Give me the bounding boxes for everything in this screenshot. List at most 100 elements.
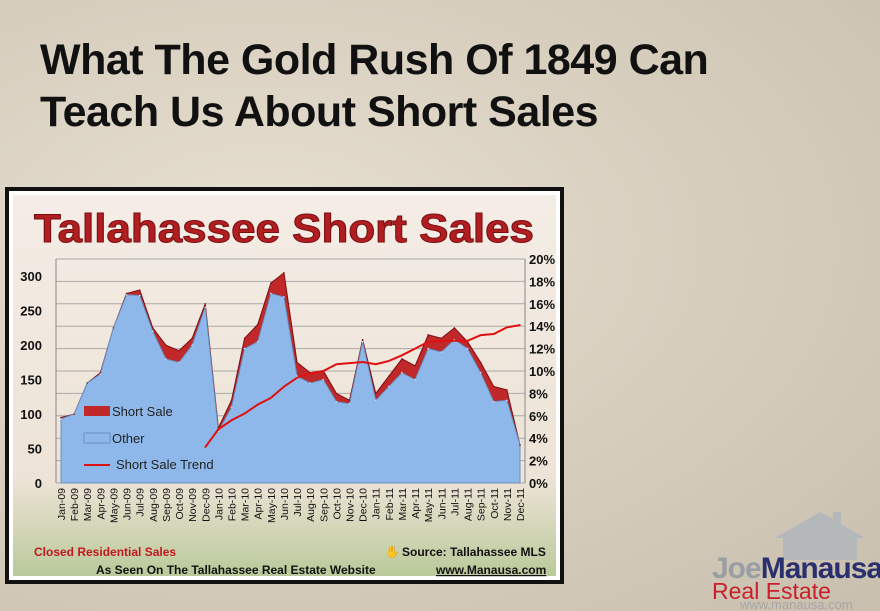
point-other (388, 385, 390, 388)
point-short-sale (335, 392, 338, 395)
x-tick-label: Jul-10 (292, 488, 304, 517)
point-short-sale (112, 327, 115, 329)
point-other (440, 351, 443, 353)
footer-closed-sales: Closed Residential Sales (34, 545, 176, 559)
trend-point (270, 397, 272, 399)
footer-source: Source: Tallahassee MLS (402, 545, 546, 559)
point-short-sale (243, 337, 246, 340)
right-tick-label: 0% (529, 476, 548, 491)
legend-label-short-sale: Short Sale (112, 404, 173, 419)
trend-point (506, 326, 508, 329)
right-tick-label: 20% (529, 252, 555, 267)
trend-point (296, 376, 298, 379)
point-other (283, 296, 285, 298)
point-other (348, 402, 351, 405)
left-tick-label: 150 (20, 373, 42, 388)
footer-as-seen: As Seen On The Tallahassee Real Estate W… (96, 563, 376, 577)
x-tick-label: May-11 (423, 488, 435, 522)
point-other (401, 371, 403, 374)
trend-point (453, 339, 456, 342)
footer-link[interactable]: www.Manausa.com (435, 563, 546, 577)
trend-point (348, 362, 351, 364)
trend-point (479, 334, 482, 336)
point-short-sale (73, 413, 75, 415)
x-tick-label: Apr-10 (253, 488, 265, 520)
x-tick-label: Nov-11 (502, 488, 514, 521)
x-tick-label: Apr-11 (410, 488, 422, 519)
point-short-sale (479, 361, 482, 364)
point-other (165, 358, 167, 360)
point-short-sale (138, 289, 141, 291)
point-short-sale (152, 327, 154, 329)
point-other (506, 399, 508, 402)
x-tick-label: Mar-11 (397, 488, 409, 521)
point-short-sale (256, 323, 259, 326)
point-other (178, 361, 180, 364)
point-short-sale (191, 337, 193, 340)
point-other (152, 330, 154, 333)
point-short-sale (204, 303, 207, 305)
point-short-sale (99, 371, 102, 374)
right-tick-label: 12% (529, 342, 555, 357)
point-other (492, 400, 495, 403)
x-tick-label: Aug-09 (148, 488, 160, 522)
x-tick-label: Jan-11 (371, 488, 383, 519)
x-tick-label: Aug-11 (463, 488, 475, 521)
logo-url: www.manausa.com (740, 597, 853, 611)
x-tick-label: Jul-11 (449, 488, 461, 516)
trend-point (204, 446, 207, 448)
point-other (99, 373, 102, 375)
x-tick-label: Apr-09 (95, 488, 107, 520)
trend-point (230, 419, 233, 422)
point-short-sale (361, 338, 364, 341)
point-short-sale (492, 385, 495, 388)
trend-point (374, 363, 377, 366)
trend-point (283, 385, 285, 388)
point-other (270, 292, 272, 295)
trend-point (440, 339, 443, 342)
x-tick-label: Jul-09 (135, 488, 147, 517)
x-tick-label: Feb-10 (226, 488, 238, 521)
point-short-sale (125, 292, 128, 295)
right-tick-label: 6% (529, 409, 548, 424)
point-other (479, 371, 482, 374)
trend-point (322, 370, 325, 372)
point-other (322, 378, 325, 381)
point-other (191, 344, 193, 346)
trend-point (217, 428, 220, 431)
point-short-sale (401, 358, 403, 360)
legend-label-other: Other (112, 431, 145, 446)
point-other (361, 340, 364, 343)
point-short-sale (388, 375, 390, 377)
trend-point (466, 339, 469, 342)
right-tick-label: 18% (529, 274, 555, 289)
point-short-sale (374, 392, 377, 395)
point-short-sale (230, 399, 233, 402)
trend-point (427, 341, 430, 343)
right-tick-label: 16% (529, 297, 555, 312)
logo-name: JoeManausa (712, 552, 880, 586)
right-tick-label: 2% (529, 454, 548, 469)
legend: Short Sale Other Short Sale Trend (83, 404, 214, 472)
trend-point (401, 354, 403, 357)
x-tick-label: Feb-09 (69, 488, 81, 521)
right-tick-label: 14% (529, 319, 555, 334)
right-tick-label: 4% (529, 431, 548, 446)
chart-frame: Tallahassee Short Sales 0 50 100 150 200 250 3… (5, 187, 564, 584)
x-tick-label: Jun-09 (122, 488, 134, 520)
point-short-sale (453, 327, 456, 329)
point-short-sale (296, 361, 298, 364)
trend-point (361, 361, 364, 363)
trend-point (388, 360, 390, 362)
point-short-sale (178, 349, 180, 352)
legend-label-trend: Short Sale Trend (116, 457, 214, 472)
point-other (243, 347, 246, 350)
point-short-sale (519, 444, 521, 446)
point-other (256, 340, 259, 343)
point-other (125, 294, 128, 296)
x-tick-label: Jan-10 (213, 488, 225, 520)
point-short-sale (165, 344, 167, 346)
point-other (309, 382, 311, 384)
point-short-sale (283, 271, 285, 274)
